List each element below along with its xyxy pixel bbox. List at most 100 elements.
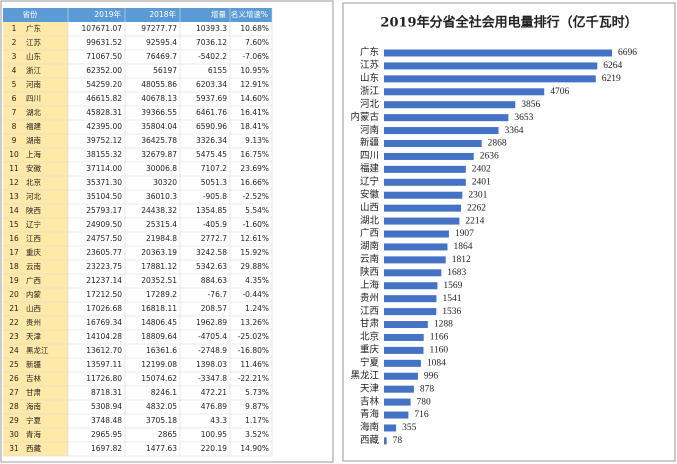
table-cell: 7036.12 xyxy=(196,38,227,47)
table-cell: 宁夏 xyxy=(26,415,41,425)
table-cell: 32679.87 xyxy=(141,150,177,159)
category-label: 黑龙江 xyxy=(350,369,379,381)
category-label: 江西 xyxy=(360,306,379,317)
table-cell: 4 xyxy=(12,66,17,75)
table-cell: 24438.32 xyxy=(141,206,177,215)
table-cell: 四川 xyxy=(26,94,41,103)
table-cell: 5937.69 xyxy=(196,94,227,103)
header-cell: 2019年 xyxy=(94,9,121,19)
table-cell: 24909.50 xyxy=(86,220,122,229)
category-label: 陕西 xyxy=(360,266,379,278)
table-cell: 6155 xyxy=(208,66,227,75)
chart-panel xyxy=(342,2,676,462)
table-cell: 甘肃 xyxy=(26,387,41,397)
table-cell: -3347.8 xyxy=(198,374,227,383)
category-label: 江苏 xyxy=(360,59,380,71)
table-cell: 14806.45 xyxy=(141,318,177,327)
table-cell: 13597.11 xyxy=(86,360,122,369)
table-cell: 江西 xyxy=(26,234,41,243)
table-cell: 河南 xyxy=(26,79,41,89)
table-cell: 18.41% xyxy=(240,122,269,131)
value-label: 2214 xyxy=(465,216,484,226)
value-label: 2636 xyxy=(480,152,499,162)
table-cell: 35804.04 xyxy=(141,122,177,131)
bar xyxy=(384,359,421,367)
table-cell: 3 xyxy=(12,52,17,61)
table-cell: 新疆 xyxy=(26,359,41,369)
value-label: 1569 xyxy=(443,281,462,291)
table-cell: 17 xyxy=(9,248,19,257)
table-cell: 6461.76 xyxy=(196,108,227,117)
table-cell: 99631.52 xyxy=(86,38,122,47)
table-cell: 5308.94 xyxy=(91,402,122,411)
table-cell: 56197 xyxy=(153,66,177,75)
table-cell: 16.75% xyxy=(240,150,269,159)
value-label: 780 xyxy=(417,397,432,407)
value-label: 2301 xyxy=(468,190,487,200)
table-cell: 39752.12 xyxy=(86,136,122,145)
table-cell: 16361.6 xyxy=(146,346,177,355)
table-cell: 江苏 xyxy=(26,37,41,47)
value-label: 4706 xyxy=(550,87,569,97)
category-label: 湖北 xyxy=(360,215,380,226)
bar xyxy=(384,282,438,290)
table-cell: 14.60% xyxy=(240,94,269,103)
table-cell: 6203.34 xyxy=(196,80,227,89)
bar xyxy=(384,333,424,341)
table-cell: 25 xyxy=(9,360,19,369)
value-label: 3653 xyxy=(514,113,533,123)
bar xyxy=(384,165,466,173)
table-cell: 23.69% xyxy=(240,164,269,173)
value-label: 1536 xyxy=(442,307,461,317)
bar xyxy=(384,437,387,445)
table-cell: 河北 xyxy=(26,192,41,201)
table-cell: 16769.34 xyxy=(86,318,122,327)
table-cell: 38155.32 xyxy=(86,150,122,159)
table-cell: 4.35% xyxy=(245,276,269,285)
bar xyxy=(384,295,437,303)
table-cell: 山东 xyxy=(26,51,41,61)
table-cell: -16.80% xyxy=(238,346,269,355)
category-label: 海南 xyxy=(360,421,379,433)
table-cell: -0.44% xyxy=(242,290,269,299)
table-cell: -4705.4 xyxy=(198,332,227,341)
value-label: 1541 xyxy=(442,294,461,304)
table-cell: 内蒙 xyxy=(26,289,41,299)
table-cell: 54259.20 xyxy=(86,80,122,89)
table-cell: 贵州 xyxy=(26,317,41,327)
table-cell: 4832.05 xyxy=(146,402,177,411)
table-cell: -405.9 xyxy=(203,220,227,229)
table-cell: -1.60% xyxy=(242,220,269,229)
category-label: 甘肃 xyxy=(360,318,379,330)
table-cell: 3242.58 xyxy=(196,248,227,257)
bar xyxy=(384,346,424,354)
table-cell: 福建 xyxy=(26,121,41,131)
table-cell: 25315.4 xyxy=(146,220,177,229)
value-label: 1160 xyxy=(429,346,448,356)
table-cell: 辽宁 xyxy=(26,219,41,229)
table-cell: 24757.50 xyxy=(86,234,122,243)
bar xyxy=(384,88,545,96)
table-cell: 青海 xyxy=(26,429,41,439)
table-cell: 7107.2 xyxy=(201,164,227,173)
value-label: 996 xyxy=(424,371,439,381)
table-cell: 29.88% xyxy=(240,262,269,271)
bar xyxy=(384,140,482,148)
table-cell: 17289.2 xyxy=(146,290,177,299)
table-cell: 1 xyxy=(12,24,17,33)
table-cell: -2748.9 xyxy=(198,346,227,355)
table-cell: -905.8 xyxy=(203,192,227,201)
table-cell: 37114.00 xyxy=(86,164,122,173)
table-cell: 35371.30 xyxy=(86,178,122,187)
table-cell: 36425.78 xyxy=(141,136,177,145)
table-cell: 20363.19 xyxy=(141,248,177,257)
category-label: 宁夏 xyxy=(360,357,380,369)
bar xyxy=(384,256,446,264)
table-cell: 2772.7 xyxy=(201,234,227,243)
table-cell: 884.63 xyxy=(201,276,227,285)
table-cell: 208.57 xyxy=(201,304,227,313)
bar xyxy=(384,411,409,419)
value-label: 6264 xyxy=(603,61,622,71)
table-cell: 31 xyxy=(9,444,19,453)
